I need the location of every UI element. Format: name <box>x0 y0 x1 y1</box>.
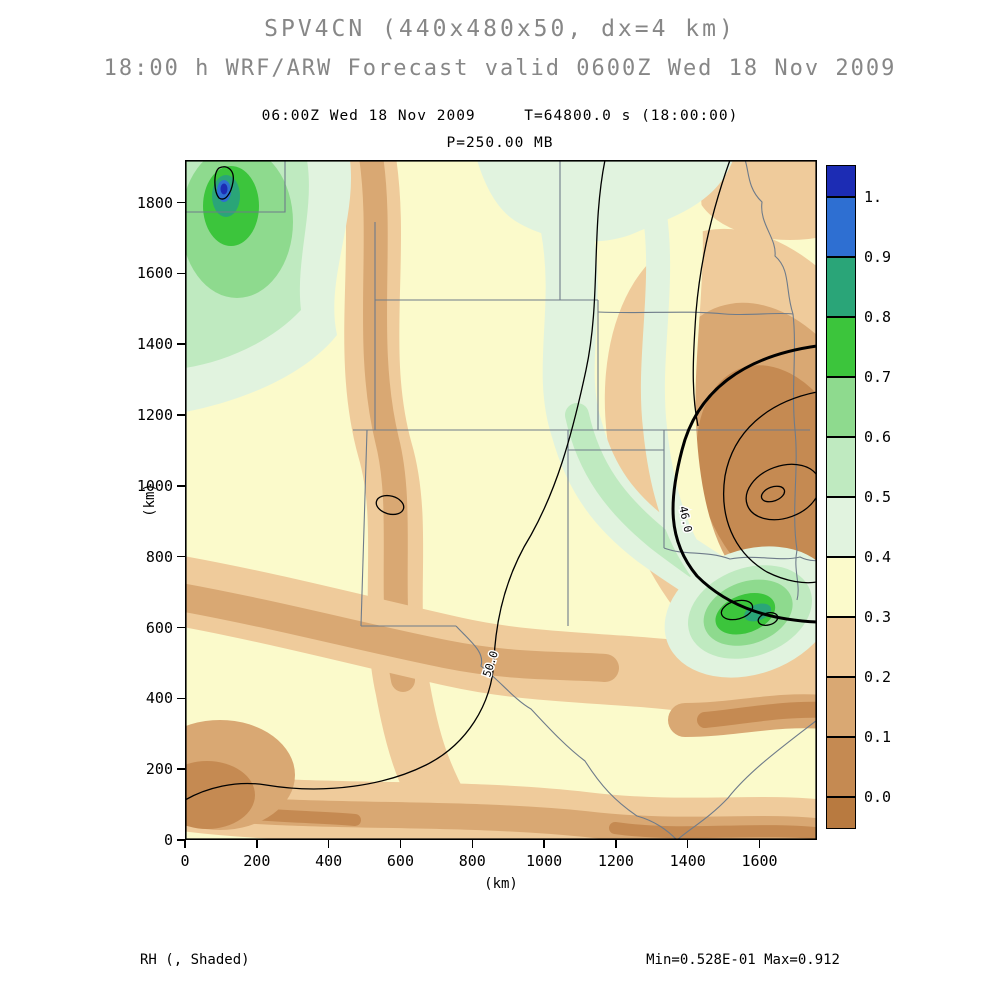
colorbar-box <box>826 677 856 737</box>
y-tick <box>177 697 185 700</box>
x-tick-label: 1200 <box>597 852 634 870</box>
map-canvas: 46.0 50.0 <box>185 160 817 840</box>
plot-frame <box>185 160 817 840</box>
colorbar-tick-label: 0.5 <box>864 488 892 506</box>
y-tick <box>177 343 185 345</box>
x-tick-label: 1600 <box>741 852 778 870</box>
y-tick-label: 1200 <box>136 406 173 424</box>
rh-dry-band-mid-core <box>185 583 619 682</box>
x-tick <box>686 840 689 848</box>
y-tick <box>177 555 185 558</box>
colorbar-labels: 1. 0.9 0.8 0.7 0.6 0.5 0.4 0.3 0.2 0.1 0.0 <box>864 165 914 829</box>
y-tick-label: 1800 <box>136 193 173 212</box>
x-tick-label: 1000 <box>526 852 563 870</box>
x-tick <box>758 840 761 848</box>
x-tick-label: 800 <box>458 852 486 870</box>
colorbar <box>826 165 856 829</box>
colorbar-box <box>826 737 856 797</box>
colorbar-tick-label: 0.4 <box>864 548 892 566</box>
colorbar-box <box>826 257 856 317</box>
x-tick <box>184 840 186 848</box>
x-tick-label: 200 <box>243 852 271 870</box>
x-tick <box>543 840 545 848</box>
colorbar-tick-label: 0.3 <box>864 608 892 626</box>
y-tick <box>177 272 185 275</box>
colorbar-tick-label: 0.1 <box>864 728 892 746</box>
colorbar-tick-label: 1. <box>864 188 883 206</box>
x-tick <box>327 840 330 848</box>
x-tick-label: 600 <box>386 852 414 870</box>
colorbar-tick-label: 0.0 <box>864 788 892 806</box>
rh-dry-patch-bottomleft-core <box>185 761 255 829</box>
x-tick <box>471 840 474 848</box>
rh-dry-ribbon-left-core <box>359 160 415 692</box>
temperature-contour-bold <box>671 344 817 624</box>
y-tick-label: 800 <box>145 547 173 566</box>
y-tick <box>177 414 185 416</box>
field-stats: Min=0.528E-01 Max=0.912 Min=-52.37 Max=-… <box>540 910 840 1000</box>
rh-min-max: Min=0.528E-01 Max=0.912 <box>646 952 840 968</box>
rh-dry-band-bottom-brown-right <box>609 822 817 840</box>
y-tick <box>177 485 185 487</box>
x-tick-label: 1400 <box>669 852 706 870</box>
y-tick <box>177 201 185 204</box>
colorbar-box <box>826 557 856 617</box>
x-axis-title: (km) <box>484 876 518 892</box>
colorbar-box <box>826 617 856 677</box>
y-tick-label: 1600 <box>136 264 173 283</box>
colorbar-box <box>826 797 856 829</box>
map-plot: 46.0 50.0 0 200 400 600 800 1000 1200 1400 1600 0… <box>137 160 817 870</box>
rh-moist-max-spot <box>220 183 228 195</box>
y-tick-label: 1400 <box>136 335 173 354</box>
state-borders <box>185 160 817 840</box>
colorbar-tick-label: 0.8 <box>864 308 892 326</box>
colorbar-box <box>826 377 856 437</box>
x-tick-label: 400 <box>315 852 343 870</box>
y-tick-label: 1000 <box>136 476 173 495</box>
colorbar-box <box>826 317 856 377</box>
rh-shaded-field <box>185 160 817 840</box>
y-tick-label: 0 <box>163 831 173 849</box>
x-tick <box>615 840 617 848</box>
field-legend-rh: RH (, Shaded) <box>140 952 250 968</box>
colorbar-tick-label: 0.7 <box>864 368 892 386</box>
y-axis-title: (km) <box>142 483 158 517</box>
y-tick-label: 200 <box>145 760 173 779</box>
colorbar-box <box>826 497 856 557</box>
field-legend: RH (, Shaded) T (C, contour) <box>140 910 258 1000</box>
colorbar-tick-label: 0.6 <box>864 428 892 446</box>
x-tick <box>399 840 402 848</box>
x-tick-label: 0 <box>180 852 190 870</box>
colorbar-box <box>826 437 856 497</box>
colorbar-tick-label: 0.2 <box>864 668 892 686</box>
colorbar-tick-label: 0.9 <box>864 248 892 266</box>
x-tick <box>256 840 258 848</box>
rh-moist-topcenter <box>477 160 733 242</box>
colorbar-box <box>826 165 856 197</box>
y-tick-label: 600 <box>145 618 173 637</box>
y-tick-label: 400 <box>145 689 173 708</box>
page-subtitle: 18:00 h WRF/ARW Forecast valid 0600Z Wed… <box>103 56 897 81</box>
y-tick <box>177 839 185 841</box>
y-tick <box>177 626 185 629</box>
init-time-line: 06:00Z Wed 18 Nov 2009 T=64800.0 s (18:0… <box>261 108 739 124</box>
rh-moist-strip-east <box>640 203 721 592</box>
rh-dry-topright <box>695 160 817 240</box>
pressure-level-label: P=250.00 MB <box>446 135 554 151</box>
colorbar-box <box>826 197 856 257</box>
rh-dry-core <box>696 365 817 595</box>
rh-dry-streak-bottomright-core <box>697 701 817 728</box>
page-title: SPV4CN (440x480x50, dx=4 km) <box>264 16 736 42</box>
y-tick <box>177 768 185 770</box>
